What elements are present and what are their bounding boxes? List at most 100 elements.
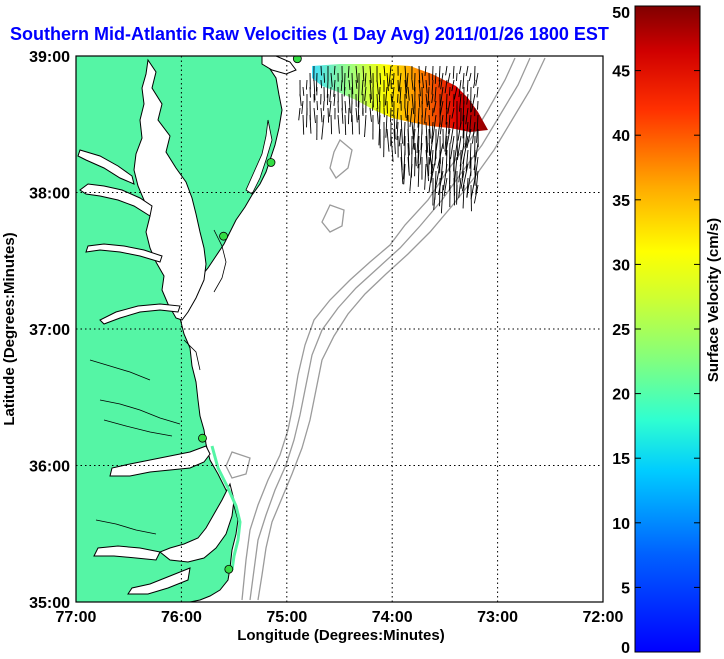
radar-station-marker	[219, 231, 228, 241]
velocity-vector	[425, 149, 430, 182]
velocity-vector	[398, 128, 402, 147]
velocity-vector	[428, 135, 434, 165]
velocity-vector	[357, 100, 360, 120]
velocity-vector	[465, 149, 469, 172]
hf-radar-stations	[198, 56, 302, 574]
velocity-vector	[348, 79, 351, 91]
velocity-vector	[328, 100, 332, 117]
velocity-vector	[385, 114, 388, 138]
velocity-vector	[409, 163, 413, 192]
velocity-vector	[445, 135, 448, 156]
y-tick-label: 36:00	[29, 459, 70, 476]
colorbar-tick-label: 45	[612, 64, 630, 81]
velocity-vector	[471, 121, 476, 144]
radar-station-marker	[292, 56, 302, 64]
colorbar	[634, 5, 701, 653]
velocity-vector	[465, 65, 469, 77]
velocity-vector	[393, 128, 396, 154]
velocity-vector	[430, 149, 434, 175]
colorbar-tick-label: 40	[612, 128, 630, 145]
delaware-bay	[261, 56, 297, 75]
velocity-vector	[302, 114, 305, 135]
velocity-vector	[343, 86, 346, 97]
velocity-vector	[443, 177, 448, 197]
velocity-vector	[364, 114, 367, 138]
velocity-vector	[309, 114, 312, 134]
velocity-vector	[357, 86, 360, 108]
velocity-vector	[407, 128, 410, 156]
radar-station-marker	[266, 158, 276, 167]
albemarle-sound	[109, 445, 211, 477]
colorbar-tick-label: 30	[612, 257, 630, 274]
velocity-vector	[326, 93, 329, 106]
colorbar-tick-label: 15	[612, 451, 630, 468]
velocity-vector	[351, 114, 354, 135]
velocity-vector	[316, 100, 319, 111]
velocity-vector	[460, 170, 465, 189]
velocity-vector	[333, 65, 336, 75]
bathymetry-contour	[321, 204, 345, 233]
velocity-vector	[407, 156, 410, 176]
velocity-vector	[471, 93, 476, 112]
velocity-vector	[376, 107, 379, 125]
coastal-lagoon	[245, 119, 273, 195]
pamlico-river	[93, 545, 161, 561]
radar-station-marker	[198, 433, 207, 443]
x-tick-label: 72:00	[583, 609, 624, 626]
velocity-vector	[403, 149, 406, 180]
velocity-vector	[440, 184, 444, 214]
velocity-vector	[469, 142, 472, 169]
velocity-vector	[417, 149, 420, 169]
velocity-vector	[439, 114, 444, 135]
x-axis-label: Longitude (Degrees:Minutes)	[237, 627, 445, 644]
velocity-vector	[390, 107, 392, 122]
velocity-vector	[444, 79, 448, 94]
velocity-vector	[398, 72, 402, 93]
velocity-vector	[399, 86, 402, 104]
grid-lines	[76, 56, 603, 602]
velocity-vector	[437, 170, 444, 196]
velocity-vectors	[298, 65, 479, 214]
velocity-vector	[451, 79, 455, 92]
y-tick-label: 35:00	[29, 595, 70, 612]
velocity-vector	[393, 114, 396, 140]
velocity-vector	[340, 79, 343, 92]
velocity-vector	[414, 142, 417, 167]
velocity-vector	[435, 163, 441, 186]
colorbar-tick-label: 10	[612, 516, 630, 533]
colorbar-tick-label: 20	[612, 387, 630, 404]
outer-banks	[210, 445, 242, 571]
velocity-vector	[376, 79, 379, 95]
colorbar-ticks: 0 5 10 15 20 25 30 35 40 45 50	[612, 5, 700, 657]
y-tick-label: 38:00	[29, 186, 70, 203]
bathymetry-contour	[241, 57, 516, 601]
velocity-vector	[450, 135, 455, 160]
upper-bay-arm	[77, 149, 135, 185]
velocity-vector	[445, 93, 448, 110]
velocity-vector	[341, 107, 344, 124]
velocity-vector	[301, 100, 304, 114]
rappahannock-river	[85, 243, 163, 263]
velocity-vector	[419, 142, 423, 165]
velocity-vector	[411, 93, 415, 115]
velocity-vector	[434, 86, 437, 102]
x-tick-labels: 77:00 76:00 75:00 74:00 73:00 72:00	[56, 609, 624, 626]
colorbar-tick-label: 35	[612, 193, 630, 210]
velocity-vector	[411, 79, 414, 90]
velocity-vector	[378, 114, 381, 146]
velocity-vector	[440, 156, 444, 180]
velocity-vector	[369, 93, 372, 104]
velocity-vector	[355, 65, 358, 83]
velocity-vector	[405, 72, 409, 94]
velocity-vector	[330, 114, 333, 135]
velocity-vector	[475, 170, 479, 195]
x-tick-label: 76:00	[161, 609, 202, 626]
velocity-vector	[473, 79, 476, 89]
colorbar-tick-label: 0	[621, 640, 630, 657]
velocity-vector	[379, 72, 382, 85]
bathymetry-contours	[203, 57, 546, 601]
x-tick-label: 74:00	[372, 609, 413, 626]
velocity-vector	[457, 121, 462, 141]
colorbar-label: Surface Velocity (cm/s)	[705, 218, 722, 382]
